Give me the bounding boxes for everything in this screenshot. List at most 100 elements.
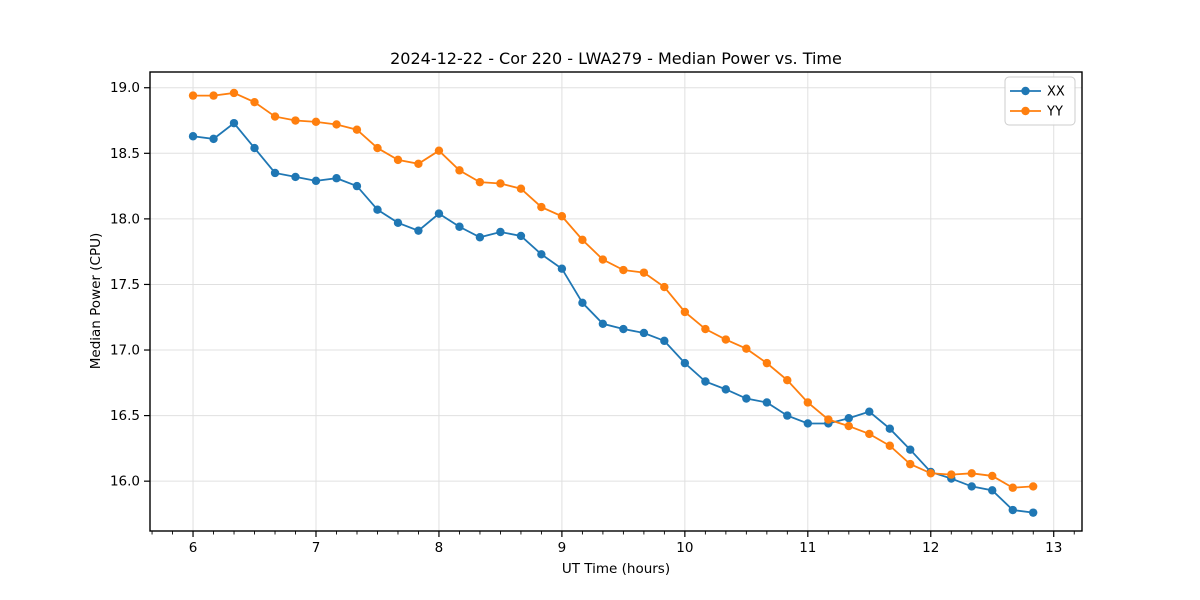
series-xx-marker bbox=[434, 209, 444, 218]
legend-label-xx: XX bbox=[1047, 85, 1065, 100]
series-yy-marker bbox=[988, 471, 997, 481]
series-xx-marker bbox=[721, 385, 730, 394]
x-tick-label: 8 bbox=[435, 540, 444, 556]
y-tick-label: 16.0 bbox=[110, 474, 140, 490]
series-yy-marker bbox=[188, 91, 198, 100]
series-xx-marker bbox=[906, 445, 915, 454]
x-tick-label: 9 bbox=[558, 540, 567, 556]
series-yy-marker bbox=[680, 307, 690, 317]
legend-marker-xx bbox=[1021, 86, 1030, 96]
series-yy-marker bbox=[516, 184, 526, 193]
y-axis-label-text: Median Power (CPU) bbox=[88, 232, 104, 370]
series-xx-marker bbox=[291, 172, 300, 182]
series-yy-marker bbox=[1028, 482, 1038, 491]
y-tick-label: 19.0 bbox=[110, 80, 140, 96]
series-xx-marker bbox=[311, 176, 321, 186]
series-yy-marker bbox=[947, 470, 956, 479]
series-yy-marker bbox=[455, 166, 464, 175]
series-xx-marker bbox=[967, 482, 976, 491]
series-yy-marker bbox=[537, 202, 546, 212]
series-yy-marker bbox=[721, 335, 730, 344]
series-yy-marker bbox=[824, 415, 833, 424]
series-xx-marker bbox=[188, 132, 198, 141]
series-yy-marker bbox=[742, 344, 751, 353]
series-yy-marker bbox=[619, 265, 628, 275]
series-yy-line bbox=[193, 92, 1034, 489]
y-tick-label: 16.5 bbox=[110, 408, 140, 424]
series-yy-marker bbox=[906, 459, 915, 469]
series-xx-marker bbox=[1028, 508, 1038, 517]
series-yy-marker bbox=[844, 421, 853, 431]
series-yy-marker bbox=[250, 97, 259, 107]
series-xx-marker bbox=[250, 143, 259, 153]
series-yy-marker bbox=[270, 112, 280, 121]
y-tick-label: 17.0 bbox=[110, 343, 140, 359]
series-yy-marker bbox=[1008, 483, 1017, 492]
series-yy-marker bbox=[434, 146, 444, 155]
series-yy-marker bbox=[414, 159, 423, 168]
series-yy-marker bbox=[660, 282, 669, 292]
series-yy-marker bbox=[926, 469, 935, 478]
series-xx-marker bbox=[393, 218, 403, 228]
series-xx-marker bbox=[803, 419, 813, 428]
series-yy-marker bbox=[291, 116, 300, 125]
series-xx-marker bbox=[270, 168, 280, 178]
series-xx-marker bbox=[639, 328, 649, 338]
x-tick-label: 13 bbox=[1045, 540, 1062, 556]
series-yy-marker bbox=[701, 324, 710, 334]
x-tick-label: 7 bbox=[312, 540, 321, 556]
series-xx-marker bbox=[496, 227, 505, 237]
x-tick-label: 10 bbox=[676, 540, 693, 556]
series-yy-marker bbox=[865, 429, 874, 439]
series-xx-marker bbox=[742, 394, 751, 403]
series-yy-marker bbox=[496, 179, 505, 188]
series-xx-marker bbox=[1008, 505, 1017, 515]
series-xx-marker bbox=[865, 407, 874, 416]
series-yy-marker bbox=[967, 469, 976, 478]
series-yy-marker bbox=[885, 441, 895, 450]
x-axis-label: UT Time (hours) bbox=[561, 561, 671, 577]
y-tick-label: 18.0 bbox=[110, 211, 140, 227]
series-yy-marker bbox=[639, 268, 649, 277]
x-tick-label: 11 bbox=[799, 540, 816, 556]
series-xx-marker bbox=[373, 205, 382, 214]
series-yy-marker bbox=[209, 91, 218, 100]
series-xx-marker bbox=[988, 486, 997, 495]
series-xx-marker bbox=[619, 324, 628, 334]
y-tick-label: 17.5 bbox=[110, 277, 140, 293]
legend-label-yy: YY bbox=[1046, 105, 1063, 120]
x-tick-label: 12 bbox=[922, 540, 939, 556]
series-xx-marker bbox=[209, 134, 218, 144]
y-tick-label: 18.5 bbox=[110, 146, 140, 162]
series-yy-marker bbox=[332, 120, 341, 129]
series-yy-marker bbox=[803, 398, 813, 407]
series-xx-marker bbox=[557, 264, 567, 273]
series-xx-marker bbox=[783, 411, 792, 420]
series-yy-marker bbox=[393, 155, 403, 165]
x-tick-label: 6 bbox=[189, 540, 198, 556]
series-yy-marker bbox=[352, 125, 362, 134]
series-xx-marker bbox=[660, 336, 669, 346]
series-xx-marker bbox=[885, 424, 895, 433]
series-yy-marker bbox=[557, 212, 567, 221]
series-yy-marker bbox=[783, 375, 792, 385]
series-xx-marker bbox=[229, 118, 239, 128]
series-xx-marker bbox=[475, 233, 485, 242]
series-xx-marker bbox=[844, 414, 853, 423]
series-xx-marker bbox=[578, 298, 587, 308]
legend-marker-yy bbox=[1021, 106, 1030, 116]
series-xx-marker bbox=[455, 222, 464, 231]
series-yy-marker bbox=[373, 143, 382, 153]
series-xx-marker bbox=[537, 250, 546, 259]
series-xx-marker bbox=[414, 226, 423, 235]
series-xx-marker bbox=[762, 398, 772, 407]
series-yy-marker bbox=[598, 255, 608, 264]
series-xx-marker bbox=[598, 319, 608, 328]
series-xx-marker bbox=[680, 358, 690, 368]
series-xx-marker bbox=[516, 231, 526, 241]
series-xx-marker bbox=[352, 181, 362, 191]
series-yy-marker bbox=[475, 177, 485, 187]
series-yy-marker bbox=[578, 235, 587, 245]
